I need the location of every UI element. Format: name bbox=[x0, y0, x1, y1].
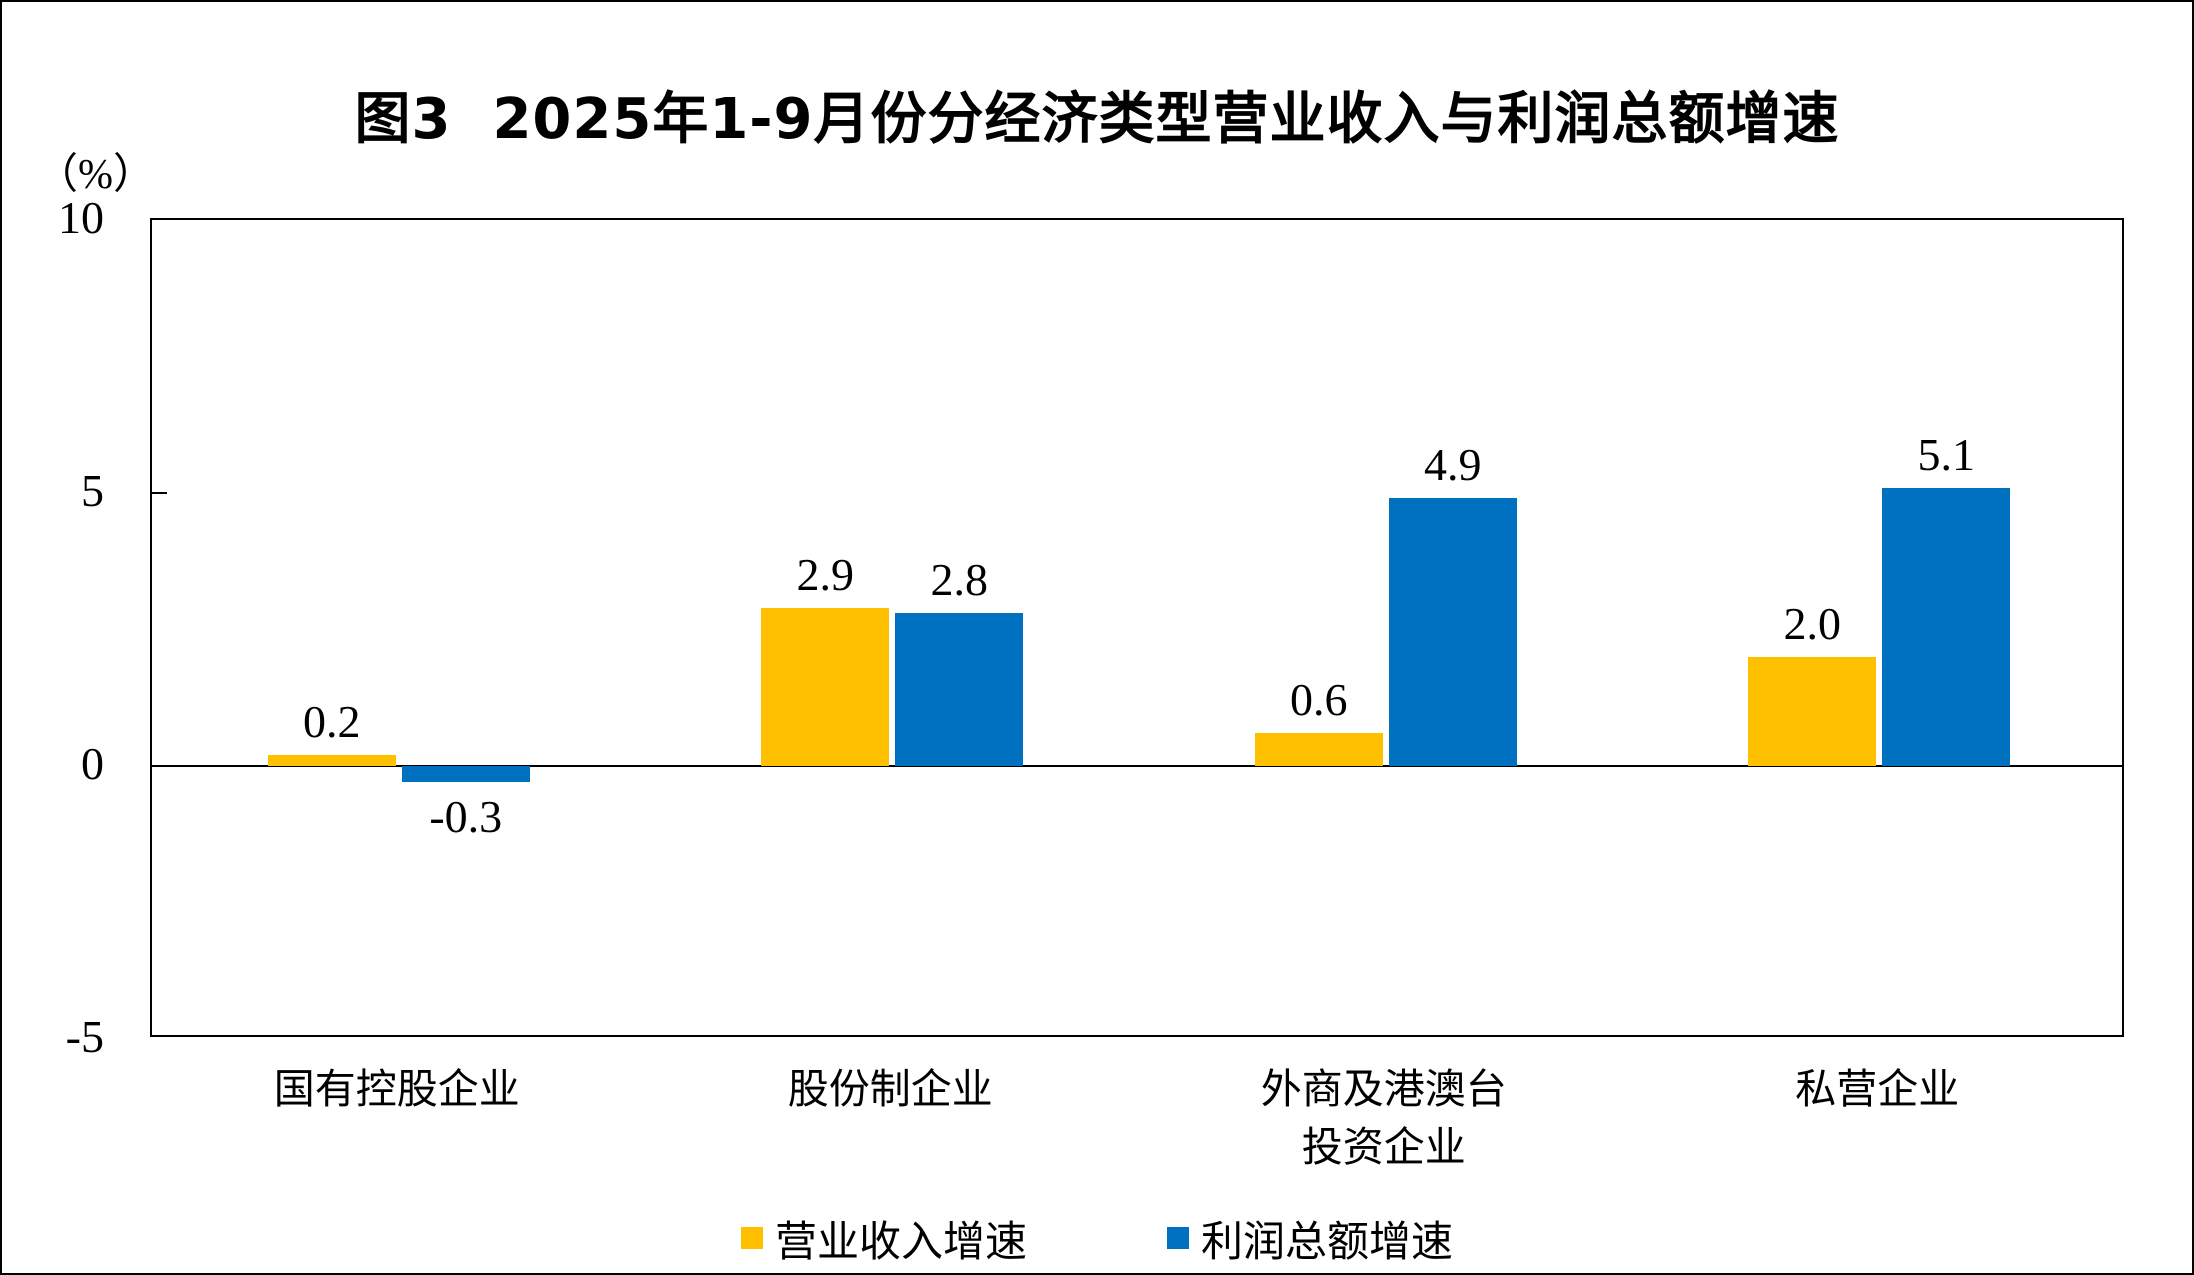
bar-value-label: -0.3 bbox=[429, 791, 503, 843]
revenue-growth-bar bbox=[1254, 733, 1383, 766]
bar-value-label: 4.9 bbox=[1424, 439, 1482, 491]
legend-marker bbox=[1167, 1227, 1189, 1249]
x-category-label: 外商及港澳台 投资企业 bbox=[1124, 1060, 1644, 1176]
revenue-growth-bar bbox=[1748, 656, 1877, 766]
profit-growth-bar bbox=[1882, 487, 2011, 766]
bar-value-label: 5.1 bbox=[1917, 428, 1976, 480]
x-category-label-line: 私营企业 bbox=[1795, 1066, 1960, 1112]
legend-item: 利润总额增速 bbox=[1167, 1208, 1453, 1269]
x-category-label-line: 国有控股企业 bbox=[273, 1066, 520, 1112]
y-tick-label: 10 bbox=[58, 192, 104, 243]
x-category-label-line: 投资企业 bbox=[1301, 1124, 1466, 1170]
y-tick-label: -5 bbox=[65, 1011, 104, 1062]
legend-label: 利润总额增速 bbox=[1201, 1219, 1454, 1266]
bar-value-label: 2.8 bbox=[930, 554, 989, 606]
legend-item: 营业收入增速 bbox=[740, 1208, 1027, 1269]
y-tick-mark bbox=[152, 765, 167, 767]
bar-value-label: 0.6 bbox=[1290, 674, 1348, 726]
profit-growth-bar bbox=[895, 613, 1024, 766]
bar-value-label: 0.2 bbox=[303, 696, 361, 748]
chart-title: 图3 2025年1-9月份分经济类型营业收入与利润总额增速 bbox=[354, 87, 1840, 152]
x-category-label-line: 股份制企业 bbox=[787, 1066, 993, 1112]
revenue-growth-bar bbox=[267, 755, 396, 766]
x-category-label: 私营企业 bbox=[1617, 1060, 2137, 1118]
zero-axis-line bbox=[152, 765, 2122, 767]
plot-area: 0.2 -0.3 2.9 2.8 0.6 4.9 2.0 5.1 bbox=[150, 218, 2124, 1037]
y-tick-label: 0 bbox=[81, 738, 104, 789]
profit-growth-bar bbox=[1388, 498, 1517, 766]
x-category-label: 股份制企业 bbox=[630, 1060, 1150, 1118]
profit-growth-bar bbox=[401, 766, 530, 783]
bar-value-label: 2.0 bbox=[1783, 597, 1842, 649]
legend: 营业收入增速 利润总额增速 bbox=[2, 1210, 2192, 1266]
x-category-label: 国有控股企业 bbox=[137, 1060, 657, 1118]
y-tick-label: 5 bbox=[81, 465, 104, 516]
bar-value-label: 2.9 bbox=[796, 548, 855, 600]
revenue-growth-bar bbox=[761, 607, 890, 766]
x-category-label-line: 外商及港澳台 bbox=[1260, 1066, 1507, 1112]
y-axis-unit-label: （%） bbox=[36, 152, 155, 198]
legend-marker bbox=[740, 1227, 763, 1249]
legend-label: 营业收入增速 bbox=[774, 1219, 1027, 1266]
y-tick-mark bbox=[152, 492, 167, 494]
